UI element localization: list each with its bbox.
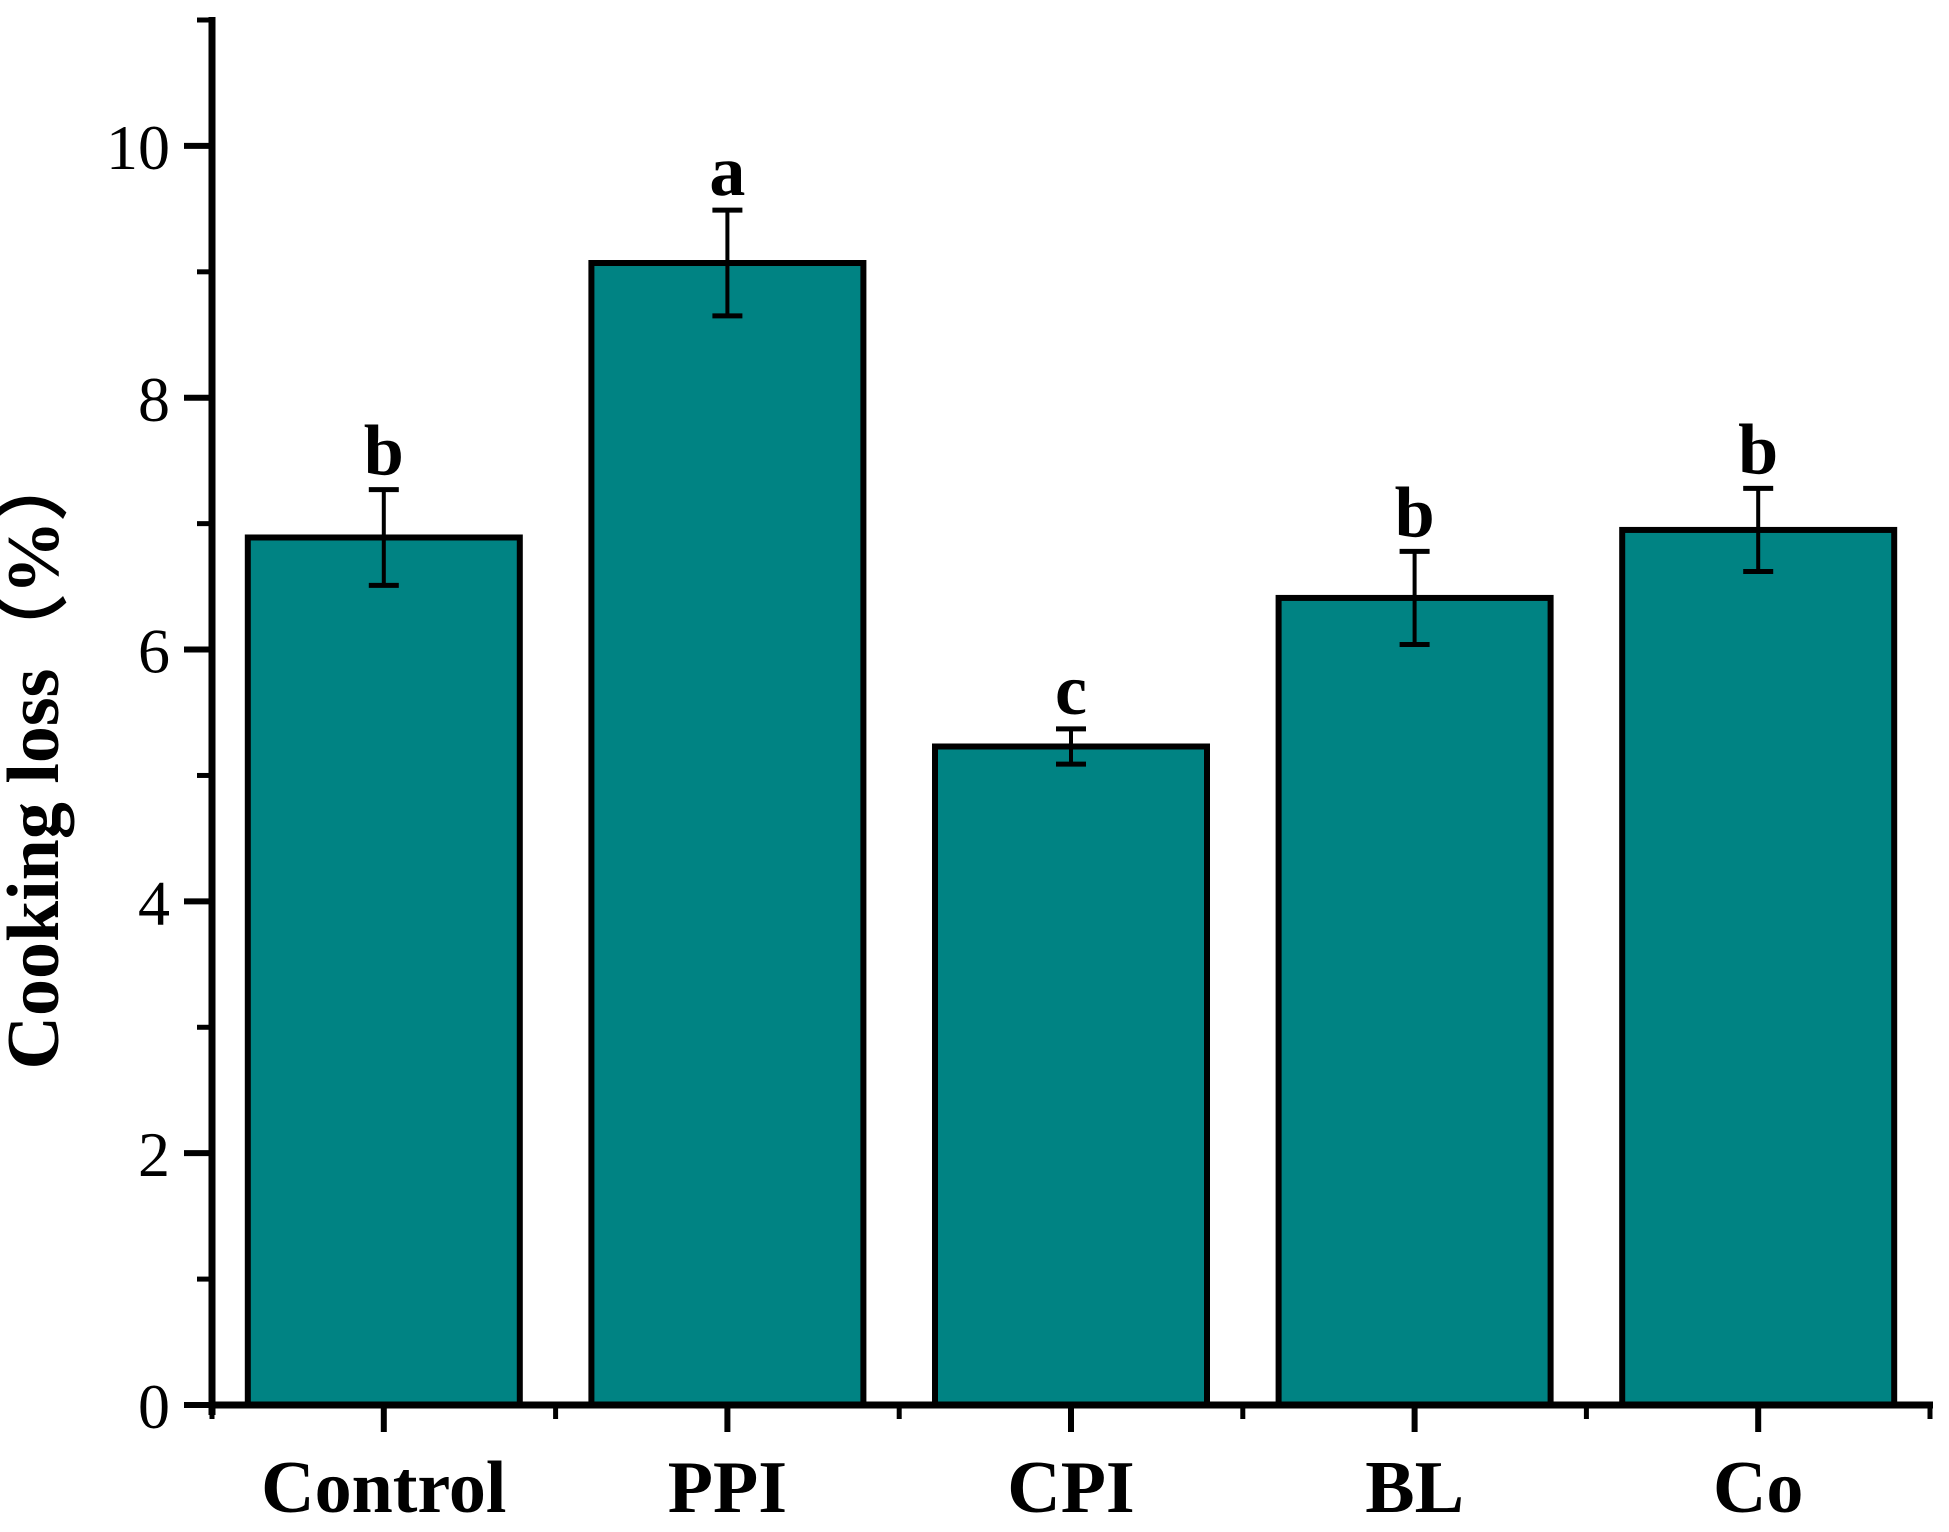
bar-control xyxy=(244,534,523,1408)
x-category-label-co: Co xyxy=(1713,1447,1803,1529)
bar-bl xyxy=(1275,594,1554,1408)
y-tick-label-10: 10 xyxy=(106,112,170,183)
x-category-label-cpi: CPI xyxy=(1007,1447,1134,1529)
significance-letter-ppi: a xyxy=(709,131,745,211)
x-category-label-ppi: PPI xyxy=(668,1447,787,1529)
y-tick-label-0: 0 xyxy=(138,1371,170,1442)
y-tick-label-6: 6 xyxy=(138,616,170,687)
y-tick-label-2: 2 xyxy=(138,1119,170,1190)
bar-cpi xyxy=(932,743,1210,1408)
y-tick-label-8: 8 xyxy=(138,364,170,435)
significance-letter-cpi: c xyxy=(1055,650,1087,730)
y-axis-title: Cooking loss（%） xyxy=(0,447,75,1070)
y-tick-label-4: 4 xyxy=(138,867,170,938)
x-category-label-bl: BL xyxy=(1365,1447,1464,1529)
bar-co xyxy=(1619,526,1898,1408)
significance-letter-bl: b xyxy=(1395,472,1435,552)
significance-letter-co: b xyxy=(1738,409,1778,489)
x-category-label-control: Control xyxy=(261,1447,506,1529)
bar-ppi xyxy=(588,260,867,1409)
significance-letter-control: b xyxy=(364,411,404,491)
